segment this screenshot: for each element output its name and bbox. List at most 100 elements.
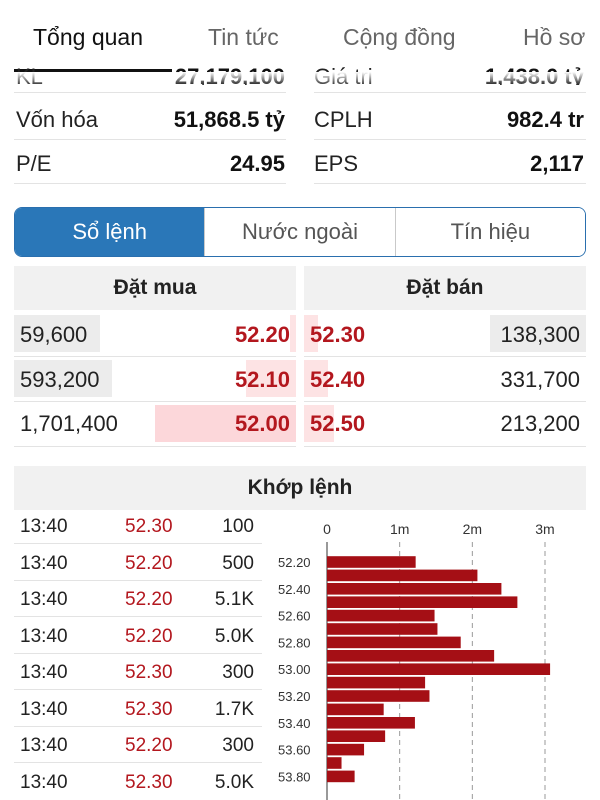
segment-foreign[interactable]: Nước ngoài — [204, 208, 395, 256]
volume-bar-52.90 — [327, 650, 495, 662]
divider — [14, 356, 296, 357]
segment-order-book[interactable]: Sổ lệnh — [15, 208, 205, 256]
volume-bar-53.00 — [327, 663, 551, 675]
volume-bar-53.30 — [327, 703, 384, 716]
volume-bar-52.60 — [327, 609, 435, 622]
trade-volume: 5.0K — [214, 625, 254, 647]
bid-price[interactable]: 52.00 — [234, 411, 290, 436]
trade-volume: 300 — [222, 662, 254, 683]
bid-volume: 59,600 — [20, 322, 88, 347]
bid-price[interactable]: 52.20 — [234, 322, 290, 347]
trade-price: 52.30 — [125, 662, 173, 683]
y-tick-label: 53.60 — [278, 743, 311, 758]
y-tick-label: 52.60 — [278, 609, 311, 624]
volume-bar-53.80 — [327, 770, 355, 783]
trade-price: 52.20 — [125, 625, 173, 647]
stat-label-market-cap: Vốn hóa — [16, 107, 98, 132]
trade-volume: 300 — [222, 735, 254, 756]
volume-bar-52.40 — [327, 583, 502, 595]
stat-label-eps: EPS — [314, 151, 359, 176]
volume-bar-52.80 — [327, 636, 461, 649]
ask-price[interactable]: 52.40 — [310, 367, 366, 392]
divider — [304, 356, 586, 357]
volume-bar-52.50 — [327, 596, 518, 608]
divider — [14, 446, 296, 447]
ask-header: Đặt bán — [304, 266, 586, 310]
orderbook-segmented-control: Sổ lệnh Nước ngoài Tín hiệu — [14, 207, 586, 257]
trade-volume: 500 — [222, 552, 254, 574]
trade-time: 13:40 — [20, 516, 68, 537]
tab-overview[interactable]: Tổng quan — [33, 24, 143, 50]
trade-time: 13:40 — [20, 552, 68, 574]
volume-bar-53.50 — [327, 730, 386, 742]
x-tick-label: 3m — [535, 521, 554, 537]
trade-price: 52.20 — [125, 735, 173, 756]
y-tick-label: 53.00 — [278, 662, 311, 677]
trade-volume: 5.1K — [214, 589, 254, 610]
trade-price: 52.20 — [125, 589, 173, 610]
ask-volume: 331,700 — [500, 367, 580, 392]
bid-depth-bar — [290, 315, 296, 352]
stat-label-pe: P/E — [16, 151, 52, 176]
stat-value-market-cap: 51,868.5 tỷ — [173, 107, 285, 132]
divider — [14, 762, 262, 763]
divider — [14, 725, 262, 727]
bid-volume: 1,701,400 — [20, 411, 118, 436]
x-tick-label: 0 — [323, 521, 331, 537]
ask-depth-bar — [304, 315, 318, 352]
trade-price: 52.20 — [125, 552, 173, 574]
stat-value-pe: 24.95 — [229, 151, 285, 176]
top-tab-bar: Tổng quan Tin tức Cộng đồng Hồ sơ — [0, 0, 600, 72]
trade-price: 52.30 — [125, 516, 173, 537]
trade-time: 13:40 — [20, 771, 68, 793]
volume-bar-52.20 — [327, 556, 416, 568]
bid-volume-shade — [14, 315, 100, 352]
y-tick-label: 53.20 — [278, 689, 311, 704]
divider — [14, 616, 262, 617]
trade-volume: 100 — [222, 516, 254, 537]
ask-depth-bar — [304, 360, 328, 397]
x-tick-label: 2m — [463, 521, 482, 537]
tab-community[interactable]: Cộng đồng — [343, 24, 456, 50]
trade-time: 13:40 — [20, 662, 68, 683]
divider — [314, 92, 586, 93]
ask-volume-shade — [490, 315, 586, 352]
bid-depth-bar — [246, 360, 296, 397]
bid-price[interactable]: 52.10 — [234, 367, 290, 392]
y-tick-label: 52.20 — [278, 555, 311, 570]
volume-bar-53.40 — [327, 717, 415, 729]
bid-depth-bar — [155, 405, 296, 442]
tab-news[interactable]: Tin tức — [208, 24, 279, 50]
x-tick-label: 1m — [390, 521, 409, 537]
volume-bar-52.30 — [327, 569, 478, 582]
trade-time: 13:40 — [20, 735, 68, 756]
trade-time: 13:40 — [20, 589, 68, 610]
ask-volume: 138,300 — [500, 322, 580, 347]
divider — [314, 139, 586, 140]
volume-by-price-chart: 0 1m 2m 3m 52.20 52.40 52.60 52.80 53.00 53.20 53.… — [278, 521, 555, 800]
stat-value-eps: 2,117 — [530, 151, 584, 176]
scroll-fade — [0, 72, 600, 86]
divider — [304, 401, 586, 402]
tab-profile[interactable]: Hồ sơ — [523, 24, 586, 50]
ask-price[interactable]: 52.30 — [310, 322, 366, 347]
ask-price[interactable]: 52.50 — [310, 411, 366, 436]
segment-signals[interactable]: Tín hiệu — [394, 208, 585, 256]
matched-orders-header: Khớp lệnh — [14, 466, 586, 510]
trade-volume: 5.0K — [214, 771, 254, 793]
y-tick-label: 52.80 — [278, 635, 311, 650]
bid-volume: 593,200 — [20, 367, 100, 392]
volume-bar-53.60 — [327, 743, 365, 756]
y-tick-label: 52.40 — [278, 582, 311, 597]
stat-label-shares: CPLH — [314, 107, 373, 132]
divider — [14, 543, 262, 544]
ask-depth-bar — [304, 405, 334, 442]
y-tick-label: 53.40 — [278, 716, 311, 731]
divider — [14, 183, 286, 184]
trade-time: 13:40 — [20, 698, 68, 720]
divider — [14, 579, 262, 581]
divider — [14, 92, 286, 93]
y-tick-label: 53.80 — [278, 769, 311, 784]
divider — [14, 139, 286, 140]
volume-bar-52.70 — [327, 623, 438, 635]
